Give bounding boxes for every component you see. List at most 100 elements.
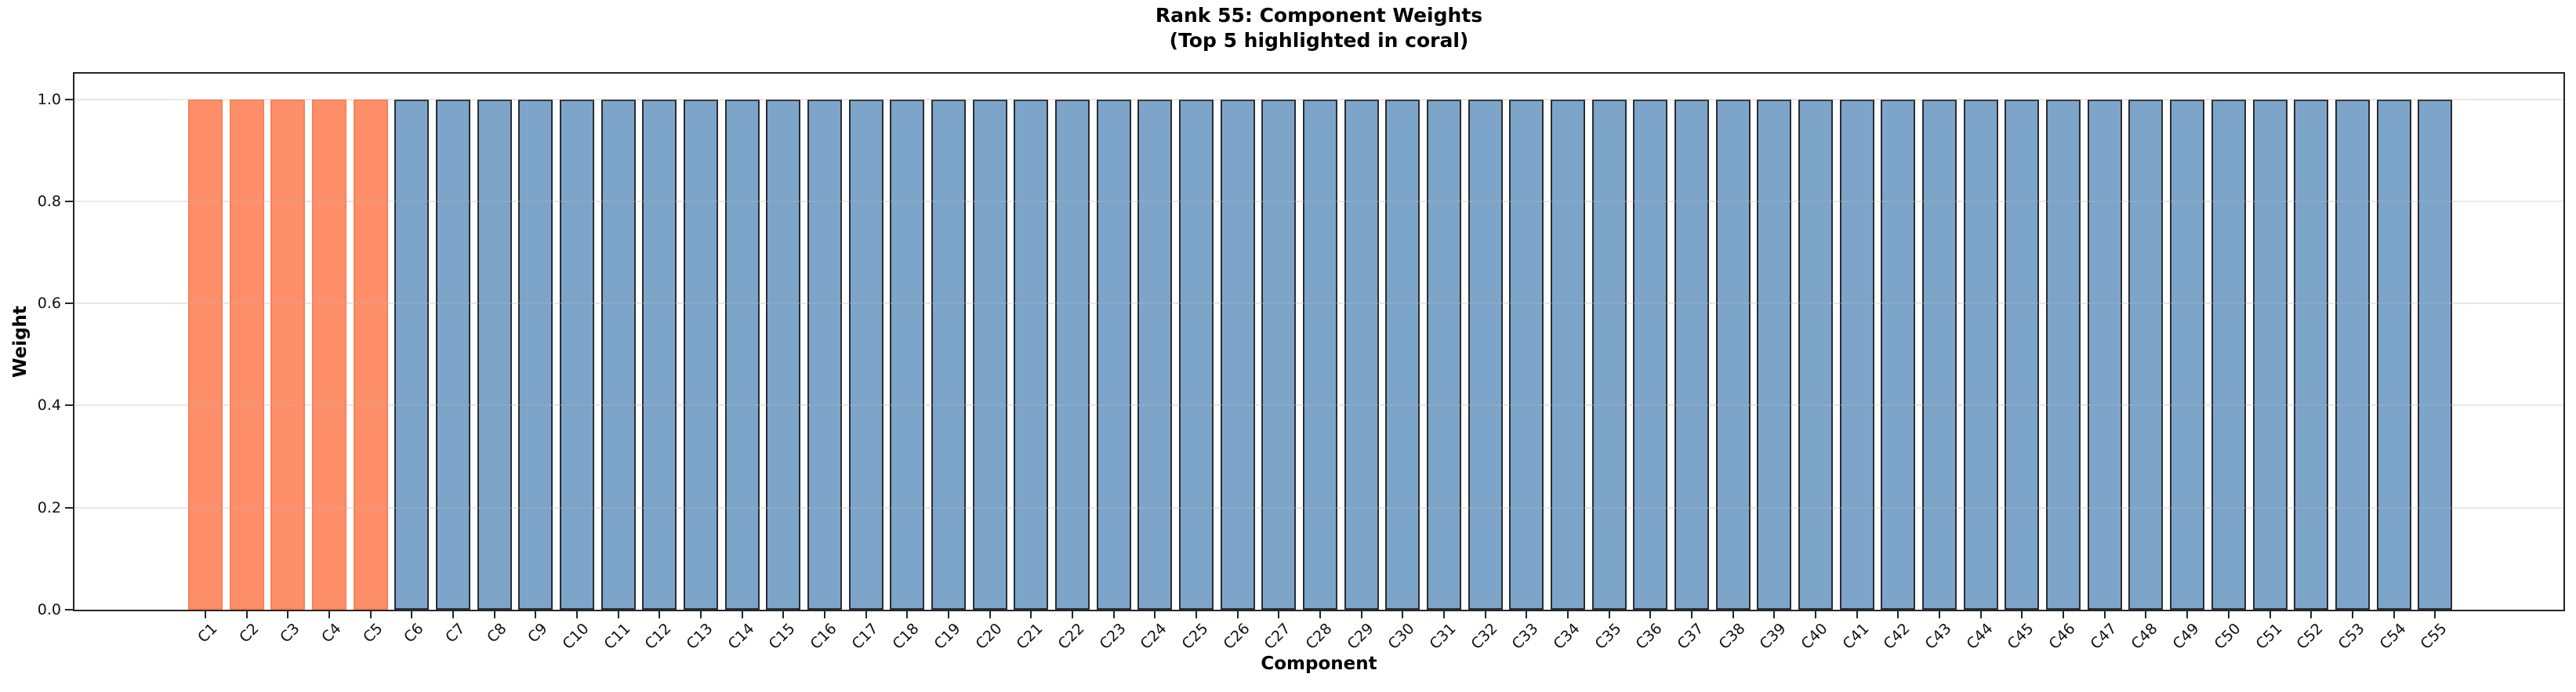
bar-c14 [724,99,760,610]
bar-c39 [1757,99,1792,610]
y-tick-mark [65,98,73,100]
x-tick-mark [452,611,455,618]
x-tick-mark [1402,611,1404,618]
x-tick-mark [1319,611,1322,618]
y-tick-mark [65,609,73,610]
bar-c40 [1798,99,1834,610]
x-tick-mark [948,611,950,618]
bar-c31 [1427,99,1462,610]
bar-c30 [1385,99,1420,610]
bar-c43 [1922,99,1957,610]
x-tick-mark [411,611,413,618]
x-tick-mark [2145,611,2147,618]
x-tick-mark [989,611,991,618]
bar-c19 [931,99,967,610]
y-axis-label: Weight [10,306,31,378]
x-tick-mark [617,611,619,618]
x-tick-mark [782,611,785,618]
bar-c11 [600,99,636,610]
bar-c7 [436,99,471,610]
bar-c15 [766,99,801,610]
bar-c49 [2170,99,2205,610]
bar-c29 [1344,99,1379,610]
x-tick-mark [2434,611,2436,618]
y-tick-mark [65,506,73,509]
x-tick-mark [865,611,867,618]
bar-c21 [1014,99,1049,610]
x-tick-mark [824,611,826,618]
y-tick-label: 0.0 [37,601,61,618]
bar-c27 [1261,99,1297,610]
x-tick-mark [2103,611,2106,618]
x-tick-mark [2310,611,2313,618]
bar-c1 [188,99,223,610]
bar-c53 [2335,99,2370,610]
x-tick-mark [1815,611,1817,618]
y-tick-label: 0.8 [37,192,61,210]
plot-area [73,72,2565,611]
bar-c22 [1055,99,1090,610]
x-tick-mark [1154,611,1156,618]
bar-c4 [312,99,346,610]
x-tick-mark [906,611,909,618]
x-tick-mark [1856,611,1858,618]
bar-c20 [972,99,1007,610]
bar-c26 [1220,99,1255,610]
x-tick-mark [245,611,248,618]
x-tick-mark [2021,611,2023,618]
x-tick-mark [1691,611,1693,618]
bar-c6 [394,99,430,610]
bar-c12 [642,99,677,610]
x-tick-mark [1526,611,1528,618]
bar-c5 [353,99,388,610]
bar-c45 [2005,99,2040,610]
bar-c42 [1881,99,1916,610]
x-tick-mark [2351,611,2353,618]
x-tick-mark [2063,611,2065,618]
x-tick-mark [2269,611,2271,618]
x-tick-mark [1567,611,1569,618]
bar-c34 [1551,99,1586,610]
x-tick-mark [1732,611,1734,618]
x-tick-mark [1443,611,1446,618]
x-tick-mark [1236,611,1239,618]
bar-c16 [807,99,843,610]
bar-c33 [1509,99,1544,610]
x-tick-mark [576,611,579,618]
x-tick-mark [535,611,537,618]
x-tick-mark [2186,611,2189,618]
x-axis-label: Component [1261,654,1377,674]
x-tick-mark [741,611,743,618]
x-tick-mark [328,611,330,618]
bar-c32 [1468,99,1503,610]
x-tick-mark [659,611,661,618]
bar-c9 [518,99,553,610]
bar-c51 [2252,99,2288,610]
y-tick-label: 1.0 [37,90,61,108]
x-tick-mark [1773,611,1776,618]
x-tick-mark [369,611,372,618]
bar-c18 [890,99,925,610]
x-tick-mark [1608,611,1610,618]
x-tick-mark [2227,611,2230,618]
y-tick-label: 0.6 [37,295,61,313]
bar-c41 [1839,99,1874,610]
x-tick-mark [1649,611,1652,618]
bar-c10 [560,99,595,610]
bar-c25 [1179,99,1214,610]
y-tick-mark [65,404,73,407]
bar-c8 [477,99,512,610]
x-tick-mark [1979,611,1982,618]
bar-c37 [1674,99,1710,610]
chart-subtitle: (Top 5 highlighted in coral) [1169,29,1469,52]
bar-c55 [2418,99,2453,610]
x-tick-mark [1939,611,1941,618]
x-tick-mark [1278,611,1280,618]
x-tick-mark [493,611,495,618]
bar-c35 [1591,99,1627,610]
bar-c28 [1303,99,1338,610]
bar-c47 [2087,99,2122,610]
bar-c17 [848,99,883,610]
bar-c38 [1715,99,1751,610]
